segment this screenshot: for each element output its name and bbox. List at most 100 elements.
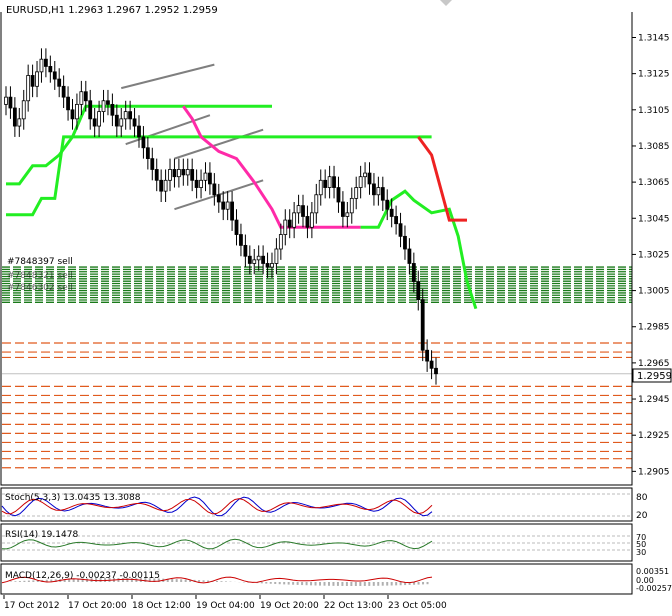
chart-title: EURUSD,H1 1.2963 1.2967 1.2952 1.2959 <box>6 5 218 16</box>
order-lines-layer <box>2 266 632 469</box>
candle-body <box>221 201 226 210</box>
candles-layer <box>4 48 438 385</box>
candle-body <box>274 248 279 264</box>
scroll-marker-icon[interactable] <box>440 0 452 6</box>
rsi-level-50: 50 <box>636 540 646 549</box>
candle-body <box>203 172 208 181</box>
candle-body <box>332 176 336 188</box>
trailing-stop-line <box>182 105 361 229</box>
candle-body <box>403 235 407 250</box>
candle-body <box>92 118 97 127</box>
candle-body <box>83 91 88 102</box>
candle-body <box>265 263 270 268</box>
candle-body <box>101 100 106 113</box>
candle-body <box>190 169 195 181</box>
candle-body <box>243 244 248 257</box>
price-tick-label: 1.3125 <box>638 70 670 80</box>
time-tick-label: 17 Oct 2012 <box>4 601 60 611</box>
macd-panel-frame <box>0 563 633 595</box>
candle-body <box>119 118 124 127</box>
candle-body <box>411 263 416 282</box>
candle-body <box>225 201 230 210</box>
candle-body <box>26 75 31 102</box>
candle-body <box>75 103 79 120</box>
rsi-layer <box>1 535 632 551</box>
channel-line <box>125 114 211 146</box>
price-tick-label: 1.3005 <box>638 287 670 297</box>
price-tick-label: 1.3025 <box>638 250 670 260</box>
candle-body <box>394 216 399 225</box>
candle-body <box>163 179 168 192</box>
rsi-panel-frame <box>0 523 633 562</box>
candle-body <box>341 201 345 217</box>
stoch-level-20: 20 <box>636 511 648 521</box>
candle-body <box>305 216 310 228</box>
candle-body <box>114 114 119 127</box>
candle-body <box>181 169 186 176</box>
time-tick-label: 17 Oct 20:00 <box>68 601 127 611</box>
candle-body <box>43 58 48 67</box>
candle-body <box>283 219 288 235</box>
candle-body <box>270 263 274 268</box>
candle-body <box>336 187 341 203</box>
macd-level-bottom: -0.00257 <box>636 584 672 593</box>
candle-body <box>12 107 17 127</box>
candle-body <box>52 71 57 80</box>
macd-level-top: 0.00351 <box>636 567 669 576</box>
resistance-line <box>417 136 467 222</box>
candle-body <box>154 169 159 181</box>
candle-body <box>301 205 305 217</box>
candle-body <box>79 91 84 105</box>
candle-body <box>176 169 181 178</box>
candle-body <box>57 78 62 87</box>
stoch-panel-frame <box>0 487 633 522</box>
current-price-label: 1.2959 <box>637 371 672 382</box>
candle-body <box>407 248 412 264</box>
time-tick-label: 22 Oct 13:00 <box>324 601 383 611</box>
price-tick-label: 1.2905 <box>638 467 670 477</box>
time-tick-label: 19 Oct 04:00 <box>196 601 255 611</box>
candle-body <box>208 172 212 185</box>
rsi-line <box>1 538 433 550</box>
candle-body <box>88 100 93 120</box>
candle-body <box>318 179 323 196</box>
candle-body <box>145 147 150 160</box>
time-tick-label: 23 Oct 05:00 <box>388 601 447 611</box>
candle-body <box>61 85 66 98</box>
candle-body <box>349 197 354 214</box>
candle-body <box>345 212 350 217</box>
candle-body <box>39 58 44 73</box>
order-label-3: #7846302 sell <box>7 283 73 293</box>
candle-body <box>278 234 283 250</box>
candle-body <box>137 125 141 138</box>
candle-body <box>416 281 421 301</box>
candle-body <box>216 194 221 203</box>
price-tick-label: 1.3145 <box>638 34 670 44</box>
candle-body <box>420 299 425 351</box>
candle-body <box>35 71 39 87</box>
candle-body <box>30 75 35 87</box>
rsi-level-70: 70 <box>636 533 646 542</box>
title-strip <box>0 0 672 12</box>
price-tick-label: 1.3065 <box>638 178 670 188</box>
order-label-2: #7848321 sell <box>7 271 73 281</box>
candle-body <box>172 169 177 178</box>
rsi-level-30: 30 <box>636 548 646 557</box>
candle-body <box>372 183 376 196</box>
candle-body <box>194 179 199 188</box>
price-tick-label: 1.2945 <box>638 395 670 405</box>
macd-layer <box>1 576 433 586</box>
candle-body <box>327 176 332 188</box>
support-line-right <box>360 189 478 310</box>
candle-body <box>314 194 319 214</box>
order-label-1: #7848397 sell <box>7 257 73 267</box>
candle-body <box>367 172 372 185</box>
candle-body <box>150 158 155 170</box>
price-axis: 1.3145 1.3125 1.3105 1.3085 1.3065 1.3045 1.30… <box>631 14 670 484</box>
candle-body <box>212 183 217 196</box>
candle-body <box>247 255 252 264</box>
candle-body <box>110 103 115 116</box>
candle-body <box>425 349 430 362</box>
candle-body <box>323 179 328 188</box>
